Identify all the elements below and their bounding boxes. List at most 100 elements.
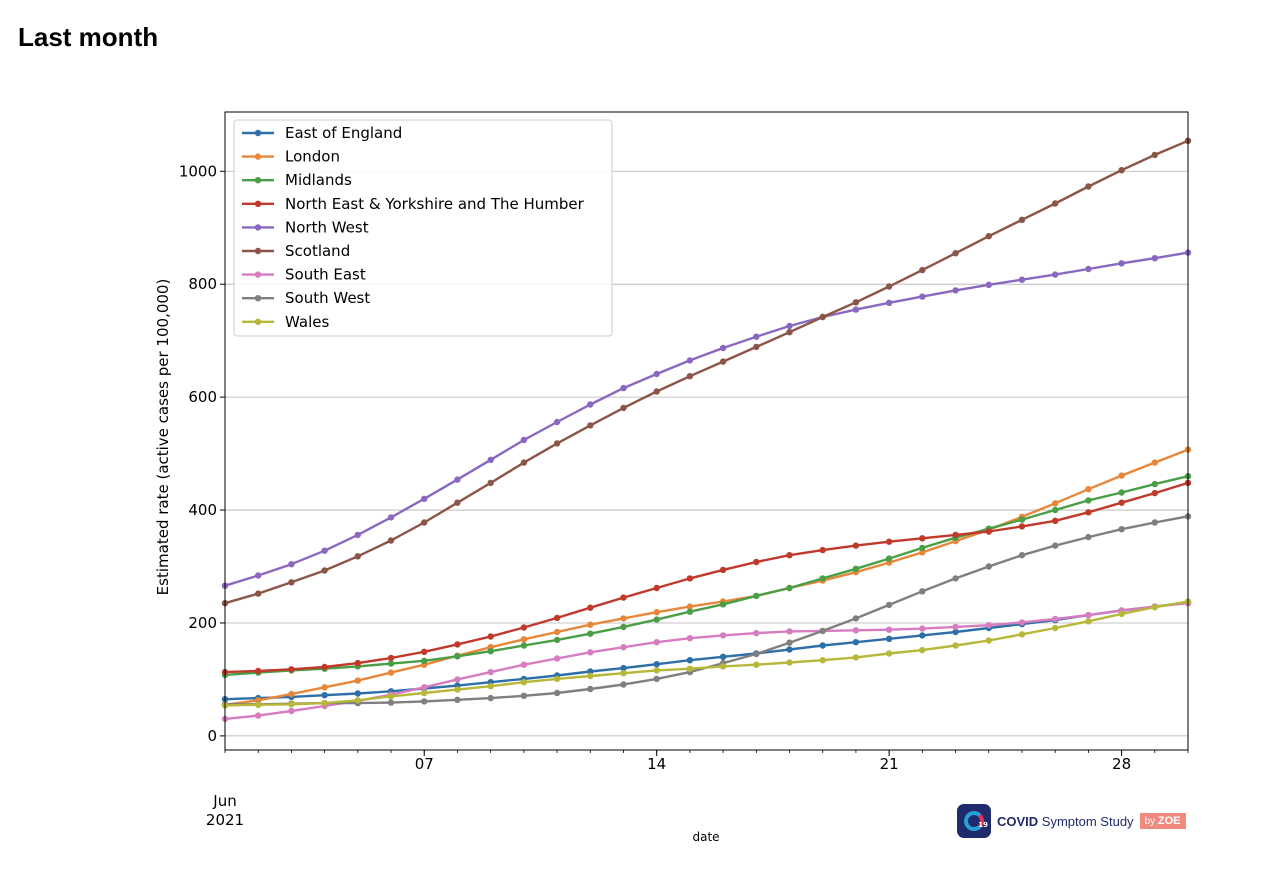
data-point xyxy=(819,627,826,635)
data-point xyxy=(1151,519,1159,526)
data-point xyxy=(985,528,992,535)
data-point xyxy=(1052,542,1059,549)
data-point xyxy=(454,499,461,506)
data-point xyxy=(919,544,926,552)
data-point xyxy=(487,633,494,640)
legend-label: North East & Yorkshire and The Humber xyxy=(285,195,585,213)
data-point xyxy=(387,537,395,544)
data-point xyxy=(255,590,262,597)
data-point xyxy=(454,696,461,703)
data-point xyxy=(1085,183,1092,190)
data-point xyxy=(985,281,992,288)
data-point xyxy=(919,549,926,556)
data-point xyxy=(885,299,893,306)
data-point xyxy=(786,584,793,592)
data-point xyxy=(620,681,627,688)
data-point xyxy=(719,601,727,608)
data-point xyxy=(487,456,494,463)
data-point xyxy=(288,579,295,586)
data-point xyxy=(686,575,694,582)
data-point xyxy=(1085,265,1092,273)
data-point xyxy=(587,422,594,429)
x-tick-label: 14 xyxy=(647,755,666,773)
y-tick-label: 1000 xyxy=(179,162,217,180)
data-point xyxy=(1118,526,1125,533)
data-point xyxy=(686,665,694,672)
data-point xyxy=(852,654,860,661)
data-point xyxy=(520,642,528,649)
legend-box xyxy=(233,119,613,337)
series-scotland xyxy=(221,137,1192,607)
covid-logo-icon: 19 xyxy=(957,804,991,838)
data-point xyxy=(387,699,395,706)
data-point xyxy=(1052,615,1059,623)
data-point xyxy=(985,637,992,644)
legend-label: London xyxy=(285,148,340,166)
series-south-east xyxy=(221,600,1192,723)
legend-label: Midlands xyxy=(285,171,352,189)
data-point xyxy=(653,370,660,378)
data-point xyxy=(885,635,893,642)
data-point xyxy=(553,628,561,636)
data-point xyxy=(1151,480,1159,488)
legend-item: Wales xyxy=(242,313,329,331)
data-point xyxy=(255,712,262,719)
data-point xyxy=(1018,619,1026,626)
data-point xyxy=(354,697,361,704)
plot-frame xyxy=(224,111,1189,751)
data-point xyxy=(553,614,561,622)
data-point xyxy=(421,657,428,664)
legend-label: South East xyxy=(285,266,366,284)
data-point xyxy=(1052,200,1059,207)
data-point xyxy=(753,343,760,351)
data-point xyxy=(454,653,461,660)
series-line xyxy=(224,139,1189,605)
data-point xyxy=(321,567,328,574)
data-point xyxy=(686,357,694,364)
data-point xyxy=(587,672,594,680)
data-point xyxy=(620,384,627,392)
data-point xyxy=(753,629,760,637)
data-point xyxy=(852,639,860,646)
y-tick-label: 600 xyxy=(188,388,217,406)
data-point xyxy=(952,250,959,257)
data-point xyxy=(421,698,428,705)
data-point xyxy=(985,233,992,240)
data-point xyxy=(520,636,528,643)
data-point xyxy=(387,660,395,667)
data-point xyxy=(487,668,494,676)
legend-label: South West xyxy=(285,289,370,307)
data-point xyxy=(786,628,793,635)
x-offset-year-label: 2021 xyxy=(206,811,244,829)
data-point xyxy=(1151,151,1159,159)
series-line xyxy=(224,602,1189,721)
data-point xyxy=(753,558,760,566)
data-point xyxy=(520,661,528,668)
x-tick-label: 21 xyxy=(880,755,899,773)
zoe-by: by xyxy=(1144,816,1156,827)
zoe-badge: by ZOE xyxy=(1139,813,1186,829)
legend-swatch-marker xyxy=(254,177,262,184)
data-point xyxy=(753,661,760,668)
data-point xyxy=(321,692,328,699)
data-point xyxy=(885,626,893,633)
data-point xyxy=(885,650,893,657)
data-point xyxy=(620,615,627,622)
data-point xyxy=(1085,611,1092,619)
data-point xyxy=(653,388,660,395)
data-point xyxy=(653,639,660,646)
data-point xyxy=(255,572,262,579)
data-point xyxy=(520,679,528,686)
data-point xyxy=(885,555,893,562)
data-point xyxy=(421,689,428,697)
data-point xyxy=(553,418,561,426)
data-point xyxy=(952,531,959,539)
data-point xyxy=(885,601,893,609)
data-point xyxy=(553,655,561,662)
data-point xyxy=(1052,517,1059,524)
data-point xyxy=(354,677,361,684)
series-line xyxy=(224,251,1189,587)
axes: 0 200 400 600 800 1000 07 14 21 28 xyxy=(179,162,1189,773)
data-point xyxy=(653,609,660,616)
